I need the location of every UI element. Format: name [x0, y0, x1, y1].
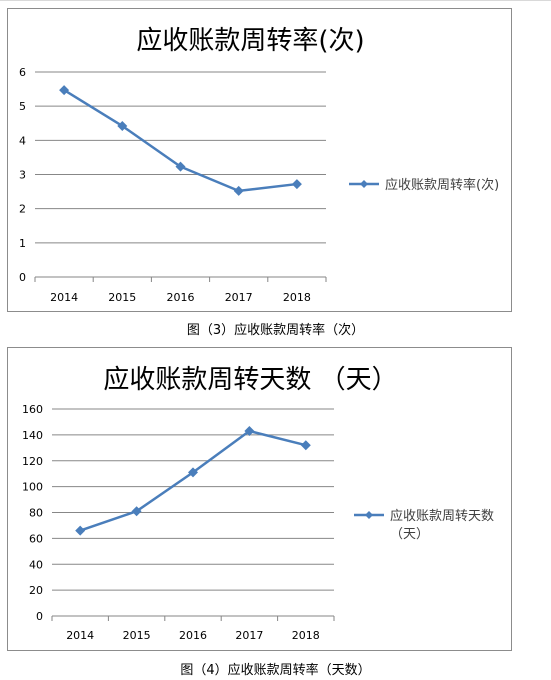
x-tick-label: 2014 [50, 291, 78, 304]
data-point-2018 [291, 179, 302, 190]
data-point-2014 [75, 525, 86, 536]
data-point-2016 [188, 467, 198, 478]
y-tick-label: 20 [29, 584, 43, 597]
y-tick-label: 60 [29, 532, 43, 545]
legend-marker [360, 180, 368, 188]
turnover-rate-caption: 图（3）应收账款周转率（次） [186, 323, 365, 338]
turnover-days-caption: 图（4）应收账款周转率（天数） [180, 663, 371, 678]
series-line [79, 429, 307, 532]
y-tick-label: 0 [36, 610, 43, 623]
data-point-2015 [117, 120, 128, 131]
y-tick-label: 5 [19, 100, 26, 113]
x-tick-label: 2018 [283, 291, 311, 304]
x-tick-label: 2017 [225, 291, 253, 304]
y-tick-label: 120 [22, 455, 43, 468]
y-tick-label: 100 [22, 481, 43, 494]
data-point-2017 [244, 425, 255, 436]
data-point-2018 [300, 440, 311, 451]
chart-svg: 应收账款周转天数 （天） 0 20 40 60 80 100 120 140 160 2014 201… [22, 365, 494, 642]
legend-label: 应收账款周转天数 [390, 508, 494, 524]
legend-marker [365, 511, 373, 519]
legend-label: （天） [390, 527, 429, 542]
y-tick-label: 3 [19, 169, 26, 182]
chart-title: 应收账款周转率(次) [136, 26, 364, 56]
y-tick-label: 0 [19, 271, 26, 284]
x-tick-label: 2014 [66, 629, 94, 642]
x-tick-label: 2018 [292, 629, 320, 642]
y-tick-label: 40 [29, 558, 43, 571]
x-tick-label: 2016 [167, 291, 195, 304]
x-tick-label: 2015 [108, 291, 136, 304]
chart-svg: 应收账款周转率(次) 0 1 2 3 4 5 6 2014 2015 2016 2017 2018 应收账… [19, 26, 499, 304]
x-tick-label: 2017 [235, 629, 263, 642]
y-tick-label: 4 [19, 134, 26, 147]
y-tick-label: 140 [22, 429, 43, 442]
y-tick-label: 80 [29, 507, 43, 520]
turnover-days-chart: 应收账款周转天数 （天） 0 20 40 60 80 100 120 140 160 2014 201… [7, 347, 512, 651]
chart-title: 应收账款周转天数 （天） [103, 365, 397, 395]
y-tick-label: 2 [19, 203, 26, 216]
top-rule [0, 0, 551, 1]
data-point-2017 [233, 185, 244, 196]
y-tick-label: 1 [19, 237, 26, 250]
turnover-rate-chart: 应收账款周转率(次) 0 1 2 3 4 5 6 2014 2015 2016 2017 2018 应收账… [7, 8, 512, 312]
y-tick-label: 160 [22, 403, 43, 416]
legend-label: 应收账款周转率(次) [385, 177, 499, 193]
x-tick-label: 2015 [123, 629, 151, 642]
data-point-2014 [59, 85, 70, 96]
data-point-2015 [131, 506, 142, 517]
y-tick-label: 6 [19, 66, 26, 79]
x-tick-label: 2016 [179, 629, 207, 642]
data-point-2016 [175, 161, 186, 172]
